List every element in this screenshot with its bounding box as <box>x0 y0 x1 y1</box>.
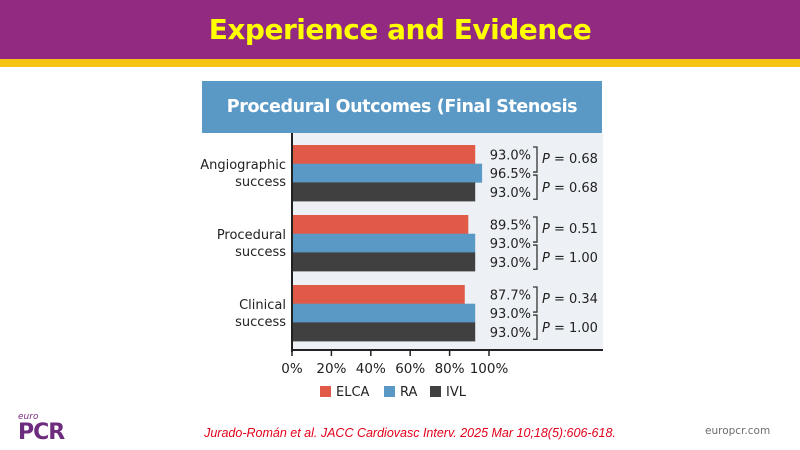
category-label: Procedural <box>217 228 286 243</box>
bar-ra <box>292 163 483 183</box>
legend-label-elca: ELCA <box>336 385 370 400</box>
bar-ra <box>292 303 476 323</box>
bar-ra <box>292 233 476 253</box>
site-url: europcr.com <box>705 425 771 437</box>
p-bracket <box>533 314 538 340</box>
value-label: 96.5% <box>490 167 531 182</box>
legend-layer: ELCA RA IVL <box>320 385 467 400</box>
x-tick-label: 0% <box>281 361 303 377</box>
bar-elca <box>292 145 476 164</box>
p-value-label: P = 0.34 <box>542 292 598 307</box>
slide-title: Experience and Evidence <box>208 13 592 46</box>
logo-euro-text: euro <box>18 412 39 422</box>
p-value-label: P = 1.00 <box>542 251 598 266</box>
bar-ivl <box>292 182 476 202</box>
value-label: 93.0% <box>490 186 531 201</box>
value-label: 89.5% <box>490 218 531 233</box>
category-label: success <box>235 175 286 190</box>
legend-swatch-ra <box>384 386 395 397</box>
value-label: 93.0% <box>490 237 531 252</box>
category-label: success <box>235 315 286 330</box>
legend-label-ivl: IVL <box>446 385 467 400</box>
legend-label-ra: RA <box>400 385 418 400</box>
logo-pcr-text: PCR <box>18 420 65 445</box>
x-tick-label: 40% <box>356 361 386 377</box>
x-tick-label: 80% <box>435 361 465 377</box>
p-value-label: P = 1.00 <box>542 321 598 336</box>
p-bracket <box>533 244 538 270</box>
bar-elca <box>292 215 469 234</box>
axis-layer: 0% 20% 40% 60% 80% 100% <box>281 133 603 377</box>
p-value-label: P = 0.51 <box>542 222 598 237</box>
x-tick-label: 20% <box>316 361 346 377</box>
header-stripe <box>0 59 800 67</box>
legend-swatch-elca <box>320 386 331 397</box>
bar-ivl <box>292 322 476 342</box>
category-label: success <box>235 245 286 260</box>
value-label: 93.0% <box>490 326 531 341</box>
p-bracket <box>533 146 538 173</box>
value-label: 93.0% <box>490 256 531 271</box>
legend-swatch-ivl <box>430 386 441 397</box>
value-label: 93.0% <box>490 307 531 322</box>
europcr-logo: euro PCR <box>18 412 65 445</box>
value-label: 93.0% <box>490 148 531 163</box>
p-bracket <box>533 286 538 313</box>
p-value-label: P = 0.68 <box>542 152 598 167</box>
p-value-label: P = 0.68 <box>542 181 598 196</box>
category-label: Clinical <box>239 298 286 313</box>
bar-elca <box>292 285 465 304</box>
bar-ivl <box>292 252 476 272</box>
x-tick-label: 100% <box>470 361 509 377</box>
header-bar <box>0 0 800 59</box>
p-bracket <box>533 174 538 200</box>
value-label: 87.7% <box>490 288 531 303</box>
category-label: Angiographic <box>200 158 286 173</box>
citation: Jurado-Román et al. JACC Cardiovasc Inte… <box>204 426 616 440</box>
bars-layer: Angiographic success 93.0% 96.5% 93.0% P = 0.… <box>200 145 598 342</box>
p-bracket <box>533 216 538 243</box>
x-tick-label: 60% <box>395 361 425 377</box>
